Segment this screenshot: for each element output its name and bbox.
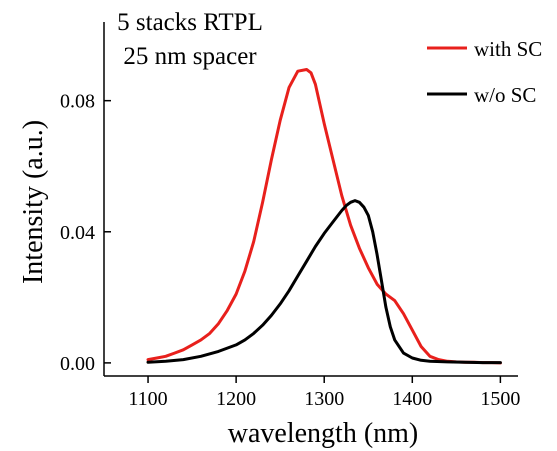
x-tick-label: 1200: [216, 388, 256, 410]
x-tick-label: 1300: [304, 388, 344, 410]
legend-label-wo-sc: w/o SC: [474, 83, 536, 107]
x-axis-label: wavelength (nm): [228, 418, 419, 449]
legend-label-with-sc: with SC: [474, 37, 542, 61]
y-tick-label: 0.08: [60, 91, 95, 113]
x-tick-label: 1400: [392, 388, 432, 410]
chart-title: 5 stacks RTPL: [117, 9, 263, 36]
y-axis-label: Intensity (a.u.): [18, 120, 49, 284]
y-tick-label: 0.04: [60, 222, 95, 244]
chart-subtitle: 25 nm spacer: [123, 43, 257, 70]
axes: 1100 1200 1300 1400 1500 0.00 0.04 0.08: [60, 22, 520, 410]
y-tick-label: 0.00: [60, 353, 95, 375]
series-layer: [146, 68, 502, 365]
legend: with SC w/o SC: [427, 37, 542, 107]
x-tick-label: 1100: [128, 388, 167, 410]
x-tick-label: 1500: [480, 388, 520, 410]
series-line-with-sc: [146, 68, 502, 365]
series-line-wo-sc: [146, 199, 502, 365]
